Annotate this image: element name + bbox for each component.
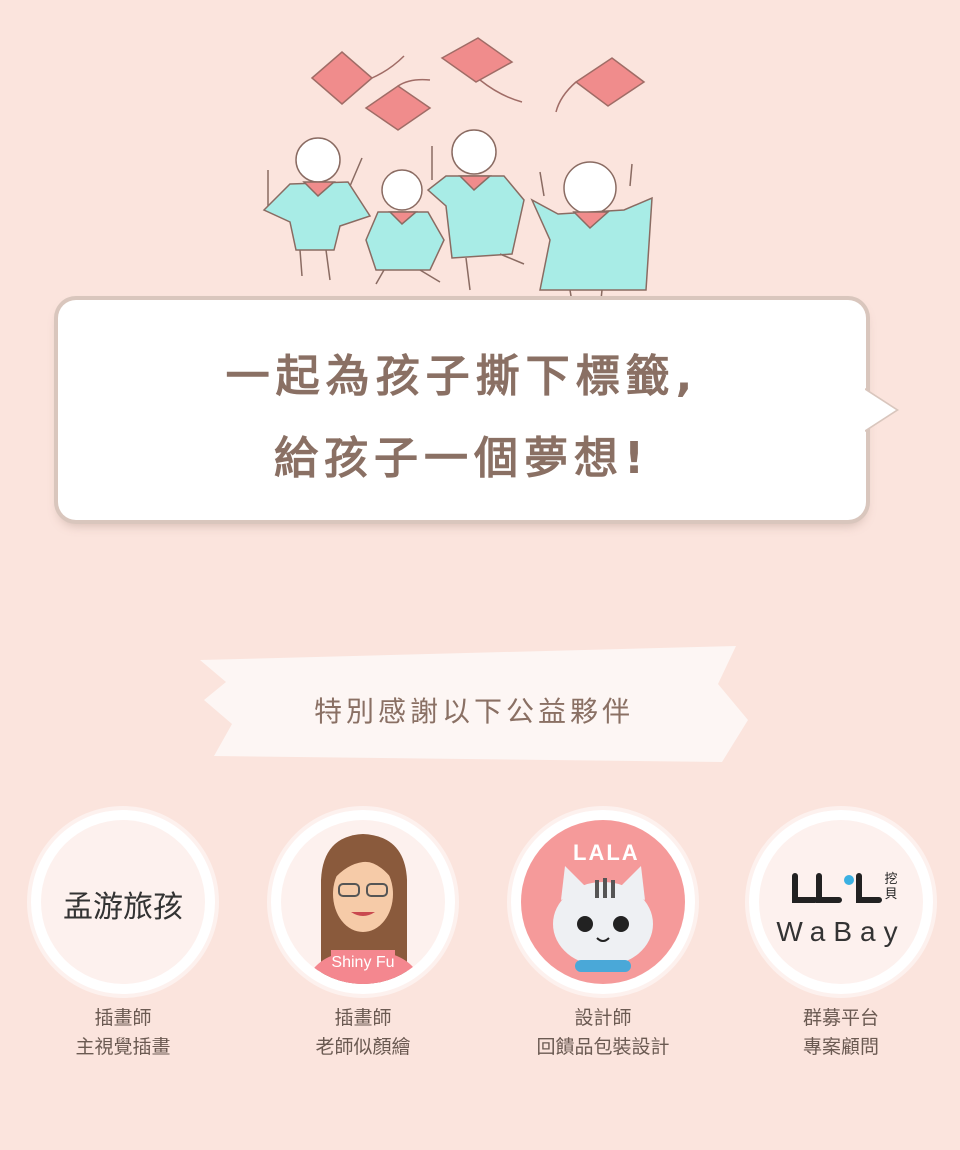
partner-desc: 老師似顏繪: [315, 1036, 411, 1058]
partner-role: 設計師: [574, 1007, 632, 1029]
partner-logo-circle: 孟游旅孩: [31, 810, 215, 994]
slogan-line-2: 給孩子一個夢想!: [273, 433, 651, 484]
partner-logo-circle: 挖貝 WaBay: [749, 810, 933, 994]
wabay-logo-icon: [792, 873, 882, 903]
wabay-chinese-name: 挖貝: [884, 872, 898, 902]
partner-logo: 孟游旅孩: [41, 820, 205, 984]
cat-logo-icon: [553, 866, 653, 972]
partner-desc: 專案顧問: [802, 1036, 879, 1058]
partner-role: 插畫師: [334, 1007, 392, 1029]
partner-desc: 回饋品包裝設計: [536, 1036, 670, 1058]
partner-role: 插畫師: [94, 1007, 152, 1029]
portrait-illustration: [305, 834, 423, 984]
thanks-banner-ribbon: [200, 646, 748, 762]
slogan-line-1: 一起為孩子撕下標籤,: [225, 351, 699, 402]
partner-logo: Shiny Fu: [281, 820, 445, 984]
partner-logo-circle: LALA: [511, 810, 695, 994]
wabay-logo-text: WaBay: [776, 916, 906, 947]
partner-designer-lala: LALA 設計師 回饋品包裝設計: [508, 810, 698, 1062]
partner-logo: 挖貝 WaBay: [759, 820, 923, 984]
partner-desc: 主視覺插畫: [75, 1036, 171, 1058]
speech-bubble: [58, 300, 866, 520]
partner-logo-circle: Shiny Fu: [271, 810, 455, 994]
partner-logo: LALA: [521, 820, 685, 984]
partner-illustrator-shinyfu: Shiny Fu 插畫師 老師似顏繪: [268, 810, 458, 1062]
partner-illustrator-mengyou: 孟游旅孩 插畫師 主視覺插畫: [28, 810, 218, 1062]
partner-platform-wabay: 挖貝 WaBay 群募平台 專案顧問: [746, 810, 936, 1062]
speech-bubble-tail: [862, 388, 896, 432]
graduation-cap-icon: [310, 37, 646, 131]
shiny-fu-signature: Shiny Fu: [331, 954, 395, 971]
lala-logo-text: LALA: [573, 840, 640, 865]
thanks-banner-text: 特別感謝以下公益夥伴: [313, 695, 634, 728]
mengyou-logo-text: 孟游旅孩: [63, 890, 183, 925]
graduates-illustration: [262, 37, 653, 331]
partner-role: 群募平台: [802, 1007, 879, 1029]
